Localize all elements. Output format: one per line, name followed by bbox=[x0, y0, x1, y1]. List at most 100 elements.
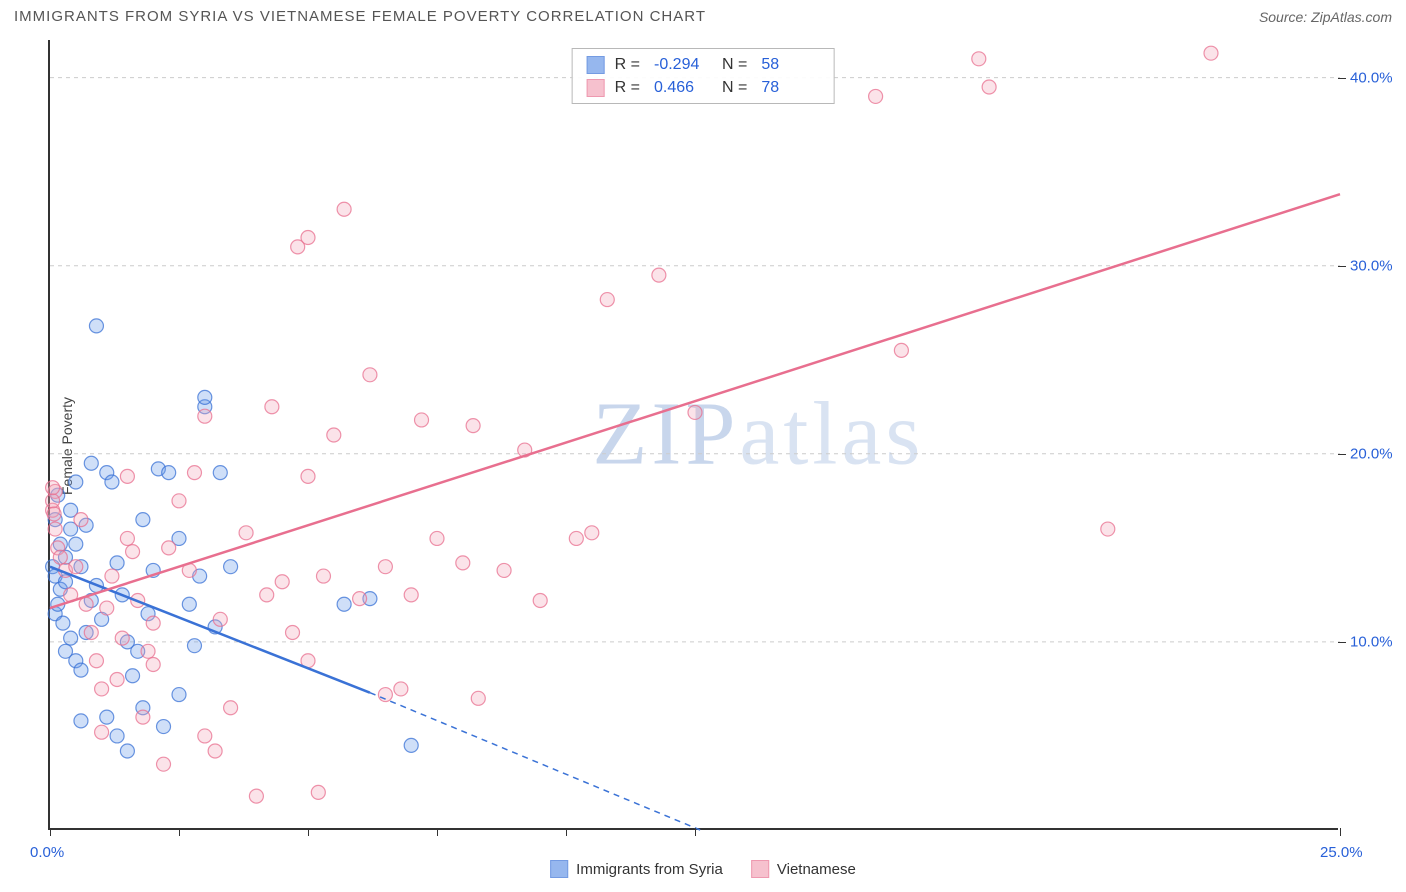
x-tick-label: 25.0% bbox=[1320, 844, 1363, 861]
data-point bbox=[286, 626, 300, 640]
data-point bbox=[187, 639, 201, 653]
swatch-vietnamese-bottom bbox=[751, 860, 769, 878]
data-point bbox=[136, 710, 150, 724]
data-point bbox=[146, 657, 160, 671]
data-point bbox=[47, 507, 61, 521]
data-point bbox=[301, 231, 315, 245]
data-point bbox=[64, 631, 78, 645]
n-value-vietnamese: 78 bbox=[761, 76, 819, 99]
data-point bbox=[105, 569, 119, 583]
data-point bbox=[404, 738, 418, 752]
data-point bbox=[69, 475, 83, 489]
data-point bbox=[353, 592, 367, 606]
data-point bbox=[430, 531, 444, 545]
plot-area: ZIPatlas bbox=[48, 40, 1338, 830]
n-value-syria: 58 bbox=[761, 53, 819, 76]
data-point bbox=[327, 428, 341, 442]
data-point bbox=[110, 729, 124, 743]
data-point bbox=[198, 729, 212, 743]
r-value-vietnamese: 0.466 bbox=[654, 76, 712, 99]
eq-sign-3: = bbox=[631, 79, 640, 96]
data-point bbox=[239, 526, 253, 540]
data-point bbox=[600, 293, 614, 307]
data-point bbox=[569, 531, 583, 545]
x-tick-label: 0.0% bbox=[30, 844, 64, 861]
data-point bbox=[378, 560, 392, 574]
correlation-legend: R = -0.294 N = 58 R = 0.466 N = 78 bbox=[572, 48, 835, 104]
data-point bbox=[74, 663, 88, 677]
data-point bbox=[497, 563, 511, 577]
data-point bbox=[126, 545, 140, 559]
chart-svg bbox=[50, 40, 1338, 828]
data-point bbox=[415, 413, 429, 427]
legend-row-syria: R = -0.294 N = 58 bbox=[587, 53, 820, 76]
data-point bbox=[46, 494, 60, 508]
data-point bbox=[301, 469, 315, 483]
data-point bbox=[224, 701, 238, 715]
data-point bbox=[894, 343, 908, 357]
data-point bbox=[394, 682, 408, 696]
data-point bbox=[208, 744, 222, 758]
r-value-syria: -0.294 bbox=[654, 53, 712, 76]
data-point bbox=[652, 268, 666, 282]
data-point bbox=[74, 714, 88, 728]
data-point bbox=[84, 626, 98, 640]
chart-title: IMMIGRANTS FROM SYRIA VS VIETNAMESE FEMA… bbox=[14, 8, 706, 25]
data-point bbox=[198, 390, 212, 404]
data-point bbox=[89, 319, 103, 333]
eq-sign-2: = bbox=[738, 56, 747, 73]
data-point bbox=[363, 368, 377, 382]
data-point bbox=[162, 466, 176, 480]
data-point bbox=[182, 597, 196, 611]
eq-sign: = bbox=[631, 56, 640, 73]
data-point bbox=[79, 597, 93, 611]
data-point bbox=[1204, 46, 1218, 60]
data-point bbox=[74, 513, 88, 527]
data-point bbox=[1101, 522, 1115, 536]
data-point bbox=[69, 537, 83, 551]
data-point bbox=[100, 710, 114, 724]
legend-item-syria: Immigrants from Syria bbox=[550, 860, 723, 878]
data-point bbox=[337, 597, 351, 611]
y-tick-label: 20.0% bbox=[1350, 445, 1393, 462]
data-point bbox=[337, 202, 351, 216]
data-point bbox=[115, 631, 129, 645]
data-point bbox=[249, 789, 263, 803]
data-point bbox=[53, 550, 67, 564]
data-point bbox=[46, 481, 60, 495]
data-point bbox=[172, 494, 186, 508]
legend-label-syria: Immigrants from Syria bbox=[576, 861, 723, 878]
data-point bbox=[466, 419, 480, 433]
data-point bbox=[56, 616, 70, 630]
data-point bbox=[456, 556, 470, 570]
data-point bbox=[110, 556, 124, 570]
source-prefix: Source: bbox=[1259, 9, 1307, 25]
trend-line-extrapolated bbox=[370, 693, 700, 830]
data-point bbox=[265, 400, 279, 414]
y-tick-label: 10.0% bbox=[1350, 633, 1393, 650]
data-point bbox=[869, 89, 883, 103]
data-point bbox=[120, 469, 134, 483]
data-point bbox=[982, 80, 996, 94]
data-point bbox=[972, 52, 986, 66]
data-point bbox=[84, 456, 98, 470]
data-point bbox=[224, 560, 238, 574]
data-point bbox=[311, 785, 325, 799]
data-point bbox=[95, 725, 109, 739]
data-point bbox=[260, 588, 274, 602]
data-point bbox=[688, 405, 702, 419]
data-point bbox=[126, 669, 140, 683]
data-point bbox=[585, 526, 599, 540]
data-point bbox=[471, 691, 485, 705]
r-label-2: R bbox=[615, 79, 627, 96]
data-point bbox=[136, 513, 150, 527]
legend-item-vietnamese: Vietnamese bbox=[751, 860, 856, 878]
data-point bbox=[157, 720, 171, 734]
n-label-2: N bbox=[722, 79, 734, 96]
legend-label-vietnamese: Vietnamese bbox=[777, 861, 856, 878]
data-point bbox=[146, 616, 160, 630]
data-point bbox=[213, 466, 227, 480]
swatch-vietnamese bbox=[587, 79, 605, 97]
data-point bbox=[110, 673, 124, 687]
data-point bbox=[162, 541, 176, 555]
